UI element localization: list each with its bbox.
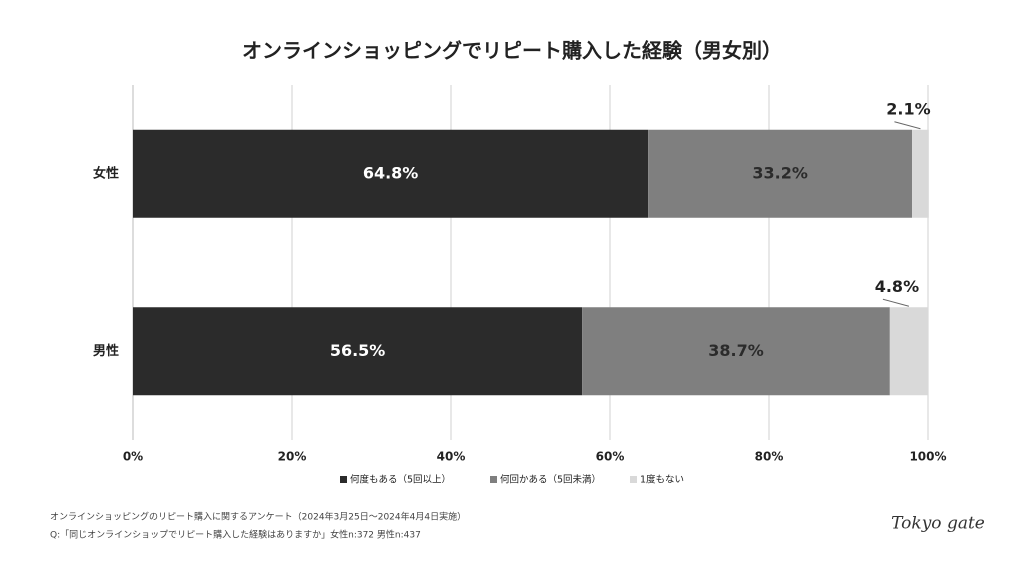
legend-label: 1度もない: [640, 474, 684, 486]
legend-swatch: [340, 476, 347, 483]
x-tick-label: 60%: [596, 450, 625, 464]
legend-label: 何回かある（5回未満）: [500, 474, 601, 486]
legend-label: 何度もある（5回以上）: [350, 474, 451, 486]
source-note: オンラインショッピングのリピート購入に関するアンケート（2024年3月25日〜2…: [50, 511, 466, 523]
chart-title: オンラインショッピングでリピート購入した経験（男女別）: [242, 39, 782, 63]
value-label: 4.8%: [875, 277, 919, 296]
x-tick-label: 80%: [755, 450, 784, 464]
y-tick-label: 女性: [93, 165, 119, 181]
y-tick-label: 男性: [93, 343, 119, 359]
value-label: 64.8%: [363, 163, 419, 182]
bar-segment: [648, 129, 913, 218]
value-label: 33.2%: [752, 163, 808, 182]
question-note: Q:「同じオンラインショップでリピート購入した経験はありますか」女性n:372 …: [50, 529, 421, 541]
bar-segment: [133, 129, 649, 218]
bar-segment: [133, 307, 583, 396]
x-tick-label: 100%: [909, 450, 946, 464]
legend-swatch: [630, 476, 637, 483]
logo: Tokyo gate: [891, 514, 985, 534]
x-tick-label: 0%: [123, 450, 143, 464]
x-tick-label: 20%: [278, 450, 307, 464]
legend-swatch: [490, 476, 497, 483]
value-label: 56.5%: [330, 341, 386, 360]
bar-segment: [889, 307, 928, 396]
leader-line: [894, 121, 921, 130]
bar-segment: [912, 129, 929, 218]
bar-segment: [582, 307, 890, 396]
value-label: 38.7%: [708, 341, 764, 360]
leader-line: [882, 298, 910, 307]
value-label: 2.1%: [886, 99, 930, 118]
x-tick-label: 40%: [437, 450, 466, 464]
